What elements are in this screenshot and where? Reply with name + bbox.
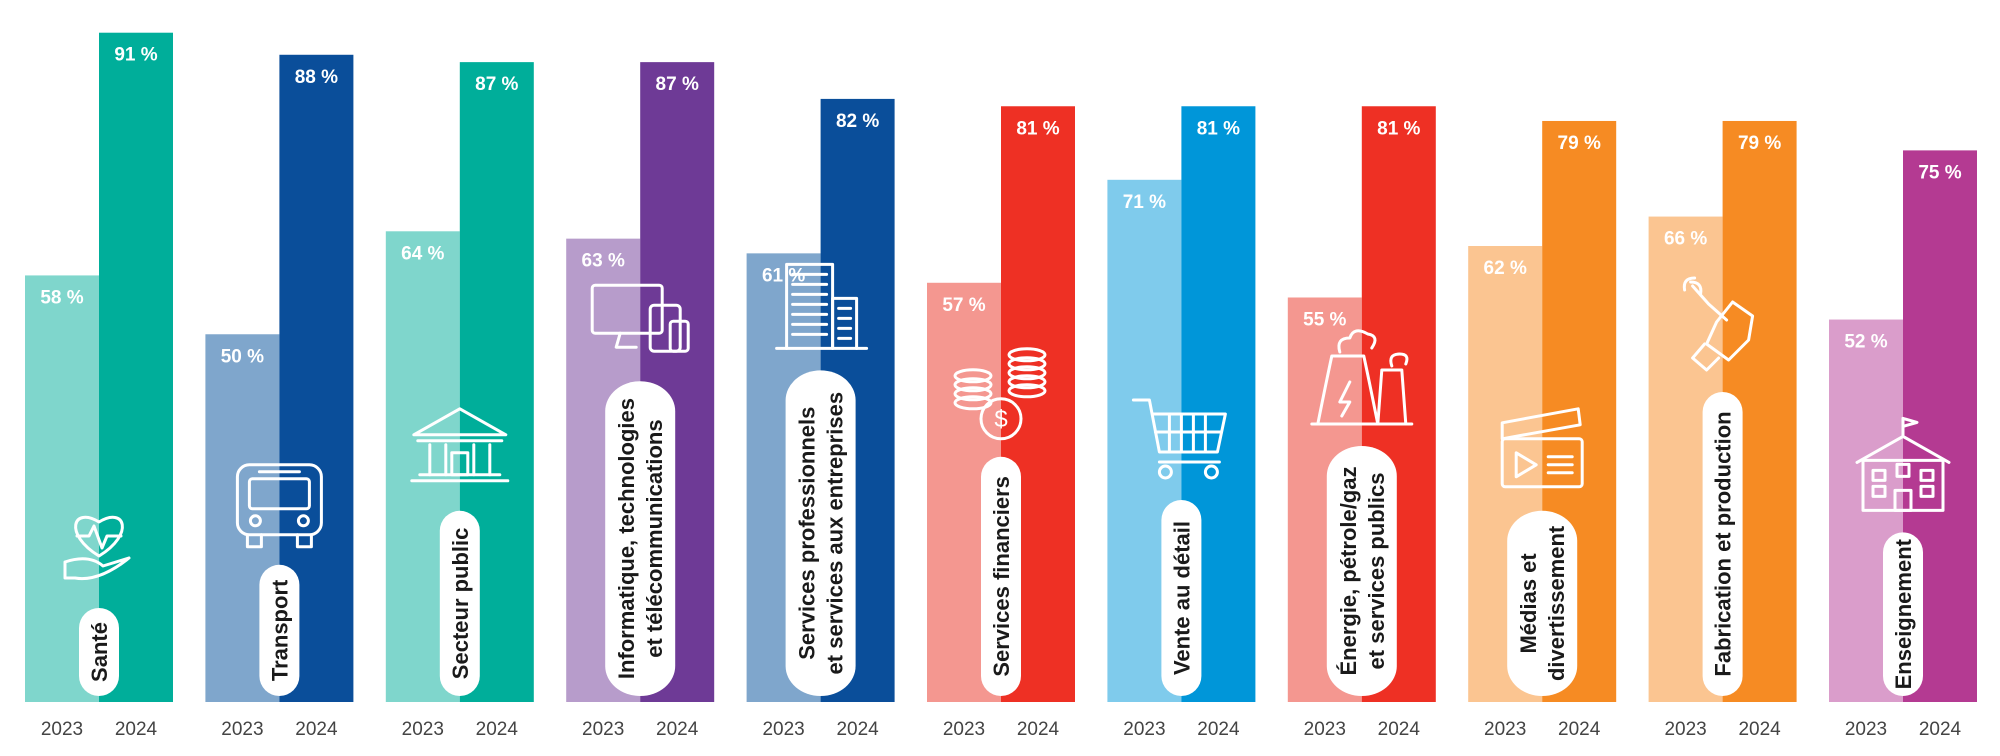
value-label-2024-informatique-technologies-et-telecommunications: 87 % (656, 74, 699, 95)
category-label-transport: Transport (259, 564, 300, 696)
category-label-medias-et-divertissement: Médias et divertissement (1507, 510, 1578, 696)
value-label-2024-services-professionnels-et-services-aux-entreprises: 82 % (836, 111, 879, 132)
year-label-2023: 2023 (582, 719, 624, 740)
category-label-vente-au-detail: Vente au détail (1161, 500, 1202, 696)
category-label-secteur-public: Secteur public (439, 510, 480, 696)
value-label-2024-sante: 91 % (114, 45, 157, 66)
year-label-2023: 2023 (1664, 719, 1706, 740)
value-label-2023-sante: 58 % (40, 287, 83, 308)
year-label-2024: 2024 (115, 719, 158, 740)
category-label-informatique-technologies-et-telecommunications: Informatique, technologies et télécommuni… (605, 381, 676, 696)
year-label-2024: 2024 (476, 719, 519, 740)
category-label-enseignement: Enseignement (1883, 532, 1923, 696)
value-label-2024-vente-au-detail: 81 % (1197, 118, 1240, 139)
heart-hand-icon (63, 515, 131, 581)
year-label-2023: 2023 (943, 719, 985, 740)
value-label-2024-enseignement: 75 % (1918, 162, 1961, 183)
value-label-2023-enseignement: 52 % (1844, 332, 1887, 353)
value-label-2023-services-financiers: 57 % (942, 295, 985, 316)
year-label-2024: 2024 (1378, 719, 1421, 740)
year-label-2023: 2023 (41, 719, 83, 740)
value-label-2023-transport: 50 % (221, 346, 264, 367)
coins-icon: $ (953, 347, 1047, 441)
government-building-icon (410, 407, 510, 483)
power-plant-icon (1310, 329, 1414, 426)
year-label-2023: 2023 (221, 719, 263, 740)
value-label-2023-services-professionnels-et-services-aux-entreprises: 61 % (762, 265, 805, 286)
value-label-2023-informatique-technologies-et-telecommunications: 63 % (582, 251, 625, 272)
bus-icon (235, 463, 323, 549)
year-label-2024: 2024 (1919, 719, 1962, 740)
value-labels-layer: 58 % 91 % 50 % 88 % 64 % 87 % 63 % 87 % 61 % 82 %… (40, 45, 1961, 368)
value-label-2024-secteur-public: 87 % (475, 74, 518, 95)
year-label-2023: 2023 (1845, 719, 1887, 740)
office-buildings-icon (775, 262, 869, 350)
svg-text:Santé: Santé (87, 622, 112, 682)
year-label-2023: 2023 (1123, 719, 1165, 740)
school-icon (1855, 416, 1951, 512)
year-label-2023: 2023 (1304, 719, 1346, 740)
value-label-2024-transport: 88 % (295, 67, 338, 88)
year-label-2023: 2023 (1484, 719, 1526, 740)
value-label-2023-vente-au-detail: 71 % (1123, 192, 1166, 213)
svg-text:Enseignement: Enseignement (1891, 538, 1916, 689)
year-label-2023: 2023 (402, 719, 444, 740)
value-label-2023-fabrication-et-production: 66 % (1664, 229, 1707, 250)
year-labels-layer: 2023 2024 2023 2024 2023 2024 2023 2024 2023 2024… (41, 719, 1962, 740)
category-label-fabrication-et-production: Fabrication et production (1702, 392, 1743, 696)
value-label-2024-medias-et-divertissement: 79 % (1558, 133, 1601, 154)
year-label-2024: 2024 (1197, 719, 1240, 740)
year-label-2024: 2024 (1558, 719, 1601, 740)
year-label-2024: 2024 (1017, 719, 1060, 740)
shopping-cart-icon (1131, 398, 1227, 480)
svg-text:Fabrication et production: Fabrication et production (1711, 411, 1736, 676)
bar-2024-sante (99, 32, 173, 703)
year-label-2023: 2023 (762, 719, 804, 740)
devices-icon (590, 283, 690, 353)
category-label-sante: Santé (79, 608, 119, 696)
category-label-services-professionnels-et-services-aux-entreprises: Services professionnels et services aux e… (785, 370, 856, 696)
value-label-2023-energie-petrole-gaz-et-services-publics: 55 % (1303, 309, 1346, 330)
svg-text:$: $ (994, 406, 1007, 433)
year-label-2024: 2024 (836, 719, 879, 740)
value-label-2024-energie-petrole-gaz-et-services-publics: 81 % (1377, 118, 1420, 139)
value-label-2024-fabrication-et-production: 79 % (1738, 133, 1781, 154)
icons-layer: $ (63, 262, 1951, 581)
labels-layer: Santé Transport Secteur public Informatique… (79, 370, 1923, 696)
category-label-energie-petrole-gaz-et-services-publics: Énergie, pétrole/gaz et services publics (1326, 446, 1397, 696)
value-label-2024-services-financiers: 81 % (1016, 118, 1059, 139)
year-label-2024: 2024 (656, 719, 699, 740)
svg-text:Secteur public: Secteur public (448, 528, 473, 680)
svg-text:Vente au détail: Vente au détail (1169, 521, 1194, 675)
value-label-2023-medias-et-divertissement: 62 % (1484, 258, 1527, 279)
value-label-2023-secteur-public: 64 % (401, 243, 444, 264)
clapperboard-icon (1500, 407, 1584, 489)
svg-text:Services financiers: Services financiers (989, 476, 1014, 677)
svg-text:Transport: Transport (267, 579, 292, 681)
category-label-services-financiers: Services financiers (981, 456, 1021, 696)
hand-wrench-icon (1682, 276, 1755, 372)
year-label-2024: 2024 (295, 719, 338, 740)
year-label-2024: 2024 (1738, 719, 1781, 740)
